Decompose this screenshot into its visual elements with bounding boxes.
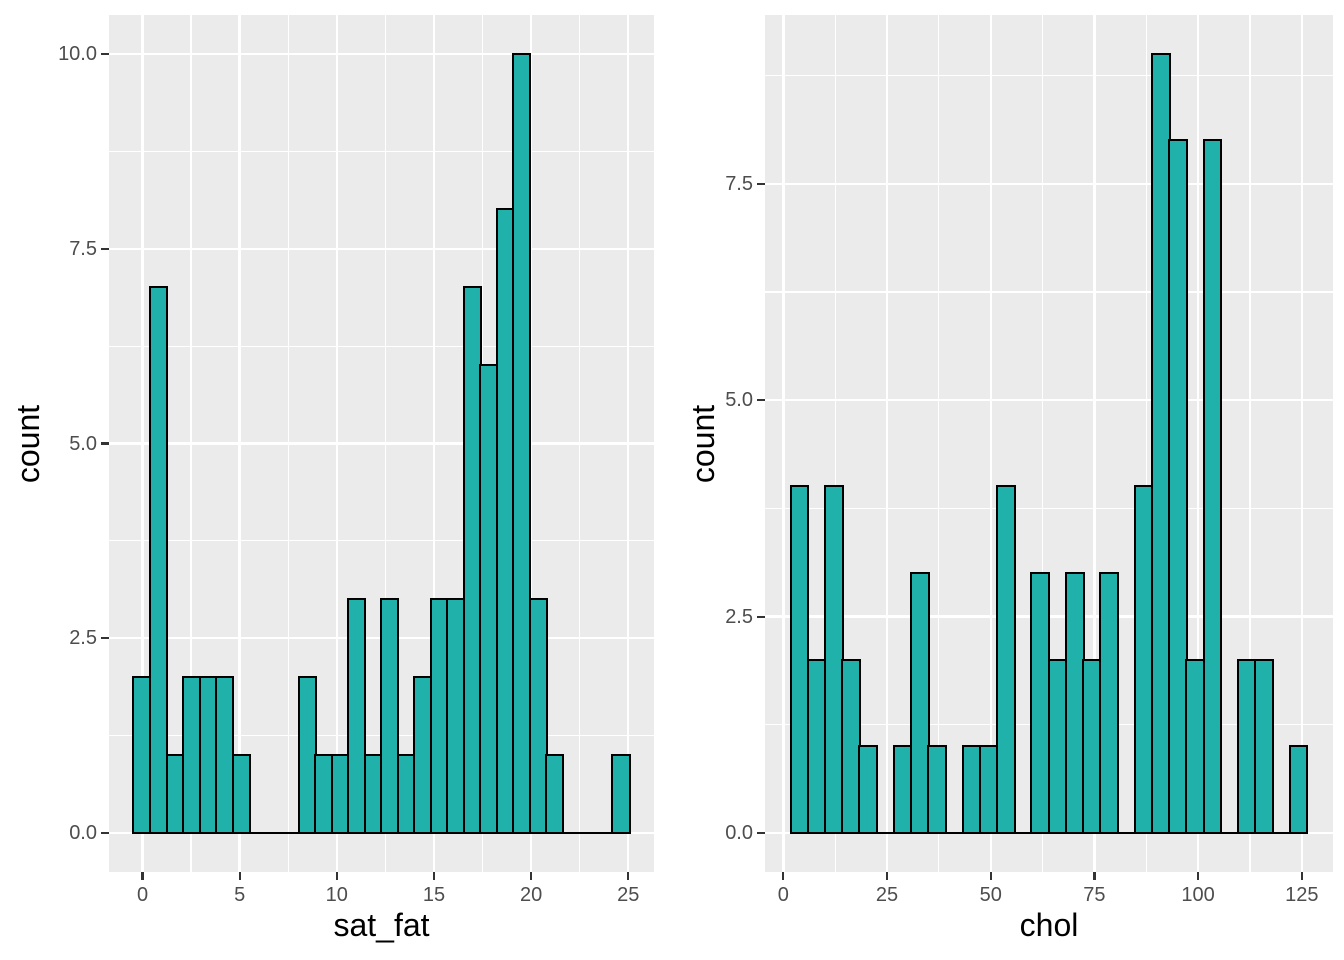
x-tick-label: 15: [422, 884, 446, 906]
histogram-bar: [858, 745, 879, 835]
histogram-bar: [380, 598, 400, 835]
gridline-minor-h: [109, 150, 654, 152]
histogram-bar: [1099, 572, 1120, 835]
gridline-minor-v: [938, 15, 940, 872]
x-tick-label: 0: [777, 884, 789, 906]
x-tick-mark: [141, 872, 144, 880]
x-tick-mark: [989, 872, 992, 880]
histogram-bar: [910, 572, 930, 835]
histogram-bar: [545, 753, 565, 835]
gridline-minor-v: [834, 15, 836, 872]
gridline-major-v: [1093, 15, 1096, 872]
gridline-minor-h: [765, 74, 1333, 77]
gridline-major-v: [335, 15, 338, 872]
y-tick-mark: [757, 399, 765, 402]
x-tick-label: 5: [234, 884, 246, 906]
x-tick-mark: [1093, 872, 1096, 880]
gridline-minor-v: [1041, 15, 1044, 872]
y-tick-label: 2.5: [725, 605, 753, 628]
x-tick-label: 10: [325, 884, 348, 906]
gridline-major-h: [765, 182, 1333, 185]
y-tick-label: 0.0: [69, 822, 97, 845]
gridline-major-h: [109, 52, 654, 56]
histogram-bar: [512, 52, 532, 835]
x-tick-label: 125: [1285, 884, 1319, 906]
x-tick-mark: [238, 872, 241, 880]
y-tick-label: 5.0: [725, 389, 753, 412]
x-tick-mark: [530, 872, 533, 880]
gridline-major-v: [782, 15, 785, 872]
y-tick-mark: [101, 247, 109, 250]
histogram-bar: [347, 598, 367, 835]
gridline-minor-h: [109, 540, 654, 542]
gridline-minor-h: [109, 345, 654, 347]
x-tick-mark: [432, 872, 436, 880]
gridline-major-h: [109, 442, 654, 445]
plot-sat-fat: count 0 5 10 15 20 25 0.0 2.5 5.0 7.5 10.0 sat_fa…: [10, 15, 654, 943]
x-tick-mark: [335, 872, 338, 880]
gridline-major-h: [765, 399, 1333, 402]
y-tick-mark: [757, 182, 765, 185]
gridline-major-v: [627, 15, 630, 872]
histogram-bar: [1202, 139, 1223, 835]
x-tick-mark: [885, 872, 889, 880]
histogram-bar: [996, 485, 1016, 835]
gridline-major-v: [141, 15, 144, 872]
histogram-bar: [231, 753, 251, 835]
x-tick-label: 100: [1181, 884, 1215, 906]
histogram-bar: [148, 286, 169, 835]
y-tick-label: 7.5: [69, 237, 97, 260]
histogram-bar: [1254, 658, 1275, 835]
gridline-minor-v: [1145, 15, 1147, 872]
x-tick-label: 50: [979, 884, 1002, 906]
y-axis-title: count: [685, 404, 721, 483]
x-axis-title: sat_fat: [333, 907, 430, 943]
y-tick-mark: [101, 52, 109, 56]
y-tick-label: 7.5: [725, 172, 753, 195]
histogram-bar: [1168, 139, 1188, 835]
x-tick-mark: [1197, 872, 1200, 880]
y-tick-label: 5.0: [69, 432, 97, 455]
x-tick-mark: [782, 872, 785, 880]
x-tick-label: 20: [519, 884, 543, 906]
y-tick-mark: [101, 442, 109, 445]
y-tick-label: 2.5: [69, 627, 97, 650]
y-tick-mark: [757, 831, 765, 835]
histogram-bar: [1288, 745, 1309, 835]
panel: [765, 15, 1333, 872]
histogram-bar: [528, 598, 548, 835]
gridline-minor-h: [765, 291, 1333, 293]
y-tick-label: 10.0: [58, 42, 97, 65]
x-tick-label: 25: [875, 884, 899, 906]
x-tick-mark: [1300, 872, 1303, 880]
panel: [109, 15, 654, 872]
gridline-major-v: [885, 15, 889, 872]
gridline-major-v: [238, 15, 241, 872]
gridline-major-v: [989, 15, 992, 872]
histogram-bar: [611, 753, 631, 835]
y-tick-mark: [757, 615, 765, 618]
gridline-minor-v: [1249, 15, 1251, 872]
y-tick-label: 0.0: [725, 822, 753, 845]
gridline-major-v: [1196, 15, 1200, 872]
histogram-bar: [927, 745, 947, 835]
x-tick-label: 0: [136, 884, 149, 906]
x-tick-mark: [627, 872, 630, 880]
gridline-major-h: [109, 247, 654, 250]
gridline-minor-h: [765, 507, 1333, 509]
plot-chol: count 0 25 50 75 100 125 0.0 2.5 5.0 7.5 chol: [672, 0, 1344, 960]
y-tick-mark: [101, 831, 109, 835]
x-tick-label: 75: [1083, 884, 1106, 906]
gridline-major-v: [1300, 15, 1303, 872]
x-tick-label: 25: [617, 884, 640, 906]
y-tick-mark: [101, 637, 109, 640]
x-axis-title: chol: [1019, 907, 1079, 943]
gridline-major-v: [432, 15, 436, 872]
